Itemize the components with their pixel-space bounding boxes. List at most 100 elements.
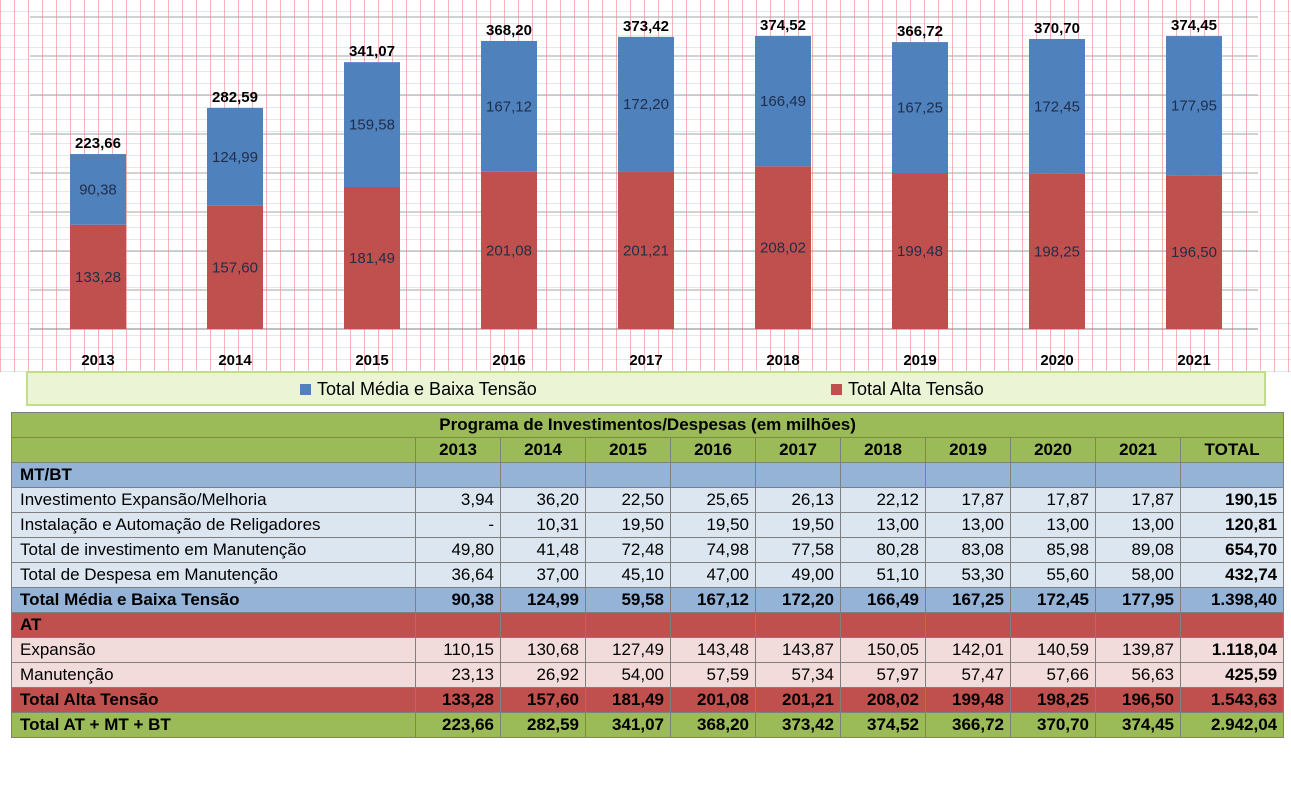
data-label-at-2019: 199,48: [897, 243, 943, 260]
section-empty-cell: [840, 462, 926, 488]
legend-item-at: Total Alta Tensão: [831, 379, 984, 400]
grand-total-row: Total AT + MT + BT 223,66 282,59 341,07 368,…: [11, 712, 1285, 738]
x-tick-label-2017: 2017: [629, 352, 662, 369]
total-row-label: Total Alta Tensão: [11, 687, 416, 713]
cell-value: 3,94: [415, 487, 501, 513]
header-cell: 2013: [415, 437, 501, 463]
section-empty-cell: [585, 462, 671, 488]
legend-label-at: Total Alta Tensão: [848, 379, 984, 399]
cell-value: 17,87: [1095, 487, 1181, 513]
cell-value: 142,01: [925, 637, 1011, 663]
grand-total-value: 223,66: [415, 712, 501, 738]
cell-value: 80,28: [840, 537, 926, 563]
bar-mtbt-2015: [344, 62, 400, 188]
row-label: Expansão: [11, 637, 416, 663]
cell-value: 45,10: [585, 562, 671, 588]
row-label: Total de investimento em Manutenção: [11, 537, 416, 563]
total-label-2013: 223,66: [75, 135, 121, 152]
bar-mtbt-2014: [207, 107, 263, 206]
bar-mtbt-2018: [755, 36, 811, 167]
bar-at-2017: [618, 171, 674, 329]
total-label-2016: 368,20: [486, 22, 532, 39]
cell-value: 51,10: [840, 562, 926, 588]
cell-value: 25,65: [670, 487, 756, 513]
cell-value: 22,12: [840, 487, 926, 513]
cell-value: 74,98: [670, 537, 756, 563]
bar-mtbt-2017: [618, 36, 674, 172]
bar-at-2021: [1166, 175, 1222, 329]
total-cell-value: 198,25: [1010, 687, 1096, 713]
cell-value: 57,34: [755, 662, 841, 688]
header-cell: TOTAL: [1179, 437, 1285, 463]
header-cell: 2015: [585, 437, 671, 463]
cell-value: 23,13: [415, 662, 501, 688]
row-label: Manutenção: [11, 662, 416, 688]
total-label-2019: 366,72: [897, 23, 943, 40]
bar-mtbt-2013: [70, 154, 126, 225]
row-label: Total de Despesa em Manutenção: [11, 562, 416, 588]
cell-value: 26,92: [500, 662, 586, 688]
cell-value: 140,59: [1010, 637, 1096, 663]
cell-value: 13,00: [1010, 512, 1096, 538]
cell-value: 37,00: [500, 562, 586, 588]
grand-total-value: 341,07: [585, 712, 671, 738]
cell-value: 19,50: [670, 512, 756, 538]
bar-at-2015: [344, 187, 400, 329]
chart-legend: Total Média e Baixa Tensão Total Alta Te…: [26, 371, 1266, 406]
table-header-row: 2013 2014 2015 2016 2017 2018 2019 2020 2021 TOTA…: [11, 437, 1285, 463]
section-empty-cell: [1095, 612, 1181, 638]
row-label: Instalação e Automação de Religadores: [11, 512, 416, 538]
section-empty-cell: [500, 612, 586, 638]
section-empty-cell: [670, 612, 756, 638]
section-empty-cell: [415, 462, 501, 488]
section-empty-cell: [755, 612, 841, 638]
cell-value: 57,59: [670, 662, 756, 688]
data-label-at-2015: 181,49: [349, 250, 395, 267]
grand-total-label: Total AT + MT + BT: [11, 712, 416, 738]
total-cell-value: 59,58: [585, 587, 671, 613]
total-cell-value: 208,02: [840, 687, 926, 713]
cell-value: 57,66: [1010, 662, 1096, 688]
cell-value: 89,08: [1095, 537, 1181, 563]
data-label-at-2020: 198,25: [1034, 243, 1080, 260]
total-cell-value: 133,28: [415, 687, 501, 713]
cell-value: 143,87: [755, 637, 841, 663]
bar-mtbt-2020: [1029, 38, 1085, 174]
bar-mtbt-2021: [1166, 36, 1222, 176]
cell-value: 120,81: [1179, 512, 1285, 538]
header-empty-cell: [11, 437, 416, 463]
bar-at-2019: [892, 172, 948, 329]
cell-value: 130,68: [500, 637, 586, 663]
legend-label-mt-bt: Total Média e Baixa Tensão: [317, 379, 537, 399]
cell-value: 110,15: [415, 637, 501, 663]
total-label-2018: 374,52: [760, 17, 806, 34]
data-label-at-2021: 196,50: [1171, 244, 1217, 261]
grand-total-value: 282,59: [500, 712, 586, 738]
cell-value: 56,63: [1095, 662, 1181, 688]
cell-value: 17,87: [925, 487, 1011, 513]
cell-value: 19,50: [585, 512, 671, 538]
grand-total-value: 374,52: [840, 712, 926, 738]
total-label-2017: 373,42: [623, 18, 669, 35]
cell-value: 127,49: [585, 637, 671, 663]
total-cell-value: 1.543,63: [1179, 687, 1285, 713]
cell-value: 26,13: [755, 487, 841, 513]
cell-value: 139,87: [1095, 637, 1181, 663]
total-cell-value: 199,48: [925, 687, 1011, 713]
cell-value: 13,00: [1095, 512, 1181, 538]
investment-table: Programa de Investimentos/Despesas (em m…: [10, 412, 1285, 738]
section-empty-cell: [415, 612, 501, 638]
header-cell: 2016: [670, 437, 756, 463]
x-tick-label-2013: 2013: [81, 352, 114, 369]
bar-at-2018: [755, 166, 811, 329]
table-title: Programa de Investimentos/Despesas (em m…: [10, 412, 1285, 438]
total-cell-value: 167,25: [925, 587, 1011, 613]
cell-value: 83,08: [925, 537, 1011, 563]
x-tick-label-2019: 2019: [903, 352, 936, 369]
bar-at-2020: [1029, 173, 1085, 329]
cell-value: 425,59: [1179, 662, 1285, 688]
data-label-at-2016: 201,08: [486, 242, 532, 259]
section-header-row: AT: [11, 612, 1285, 638]
data-label-mtbt-2018: 166,49: [760, 93, 806, 110]
grand-total-value: 370,70: [1010, 712, 1096, 738]
